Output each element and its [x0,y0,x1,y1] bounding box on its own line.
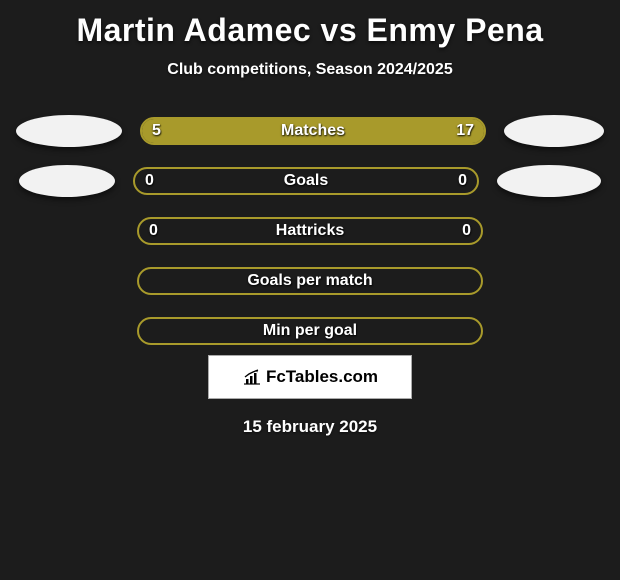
spacer [13,215,119,247]
stat-value-right: 17 [456,122,474,140]
date-text: 15 february 2025 [8,417,612,437]
comparison-rows: 5 Matches 17 0 Goals 0 0 Hattricks 0 Goals per ma… [8,115,612,347]
stat-bar: Min per goal [137,317,483,345]
comparison-row: Min per goal [8,315,612,347]
stat-value-right: 0 [462,222,471,240]
stat-value-left: 5 [152,122,161,140]
player-right-marker [504,115,604,147]
spacer [501,215,607,247]
stat-value-left: 0 [145,172,154,190]
spacer [13,265,119,297]
comparison-row: Goals per match [8,265,612,297]
page-title: Martin Adamec vs Enmy Pena [8,12,612,49]
spacer [501,265,607,297]
stat-label: Goals [284,172,328,190]
stat-label: Matches [281,122,345,140]
logo-box: FcTables.com [208,355,412,399]
stat-label: Min per goal [263,322,357,340]
player-right-marker [497,165,601,197]
player-left-marker [19,165,115,197]
subtitle: Club competitions, Season 2024/2025 [8,61,612,79]
stat-bar: Goals per match [137,267,483,295]
spacer [501,315,607,347]
player-left-marker [16,115,122,147]
stat-bar: 0 Hattricks 0 [137,217,483,245]
comparison-row: 0 Goals 0 [8,165,612,197]
logo-text: FcTables.com [266,367,378,387]
bar-fill-right [220,119,484,143]
chart-icon [242,368,262,386]
spacer [13,315,119,347]
stat-label: Goals per match [247,272,372,290]
comparison-row: 0 Hattricks 0 [8,215,612,247]
stat-value-left: 0 [149,222,158,240]
stat-bar: 5 Matches 17 [140,117,486,145]
stat-bar: 0 Goals 0 [133,167,479,195]
stat-label: Hattricks [276,222,344,240]
stat-value-right: 0 [458,172,467,190]
comparison-row: 5 Matches 17 [8,115,612,147]
